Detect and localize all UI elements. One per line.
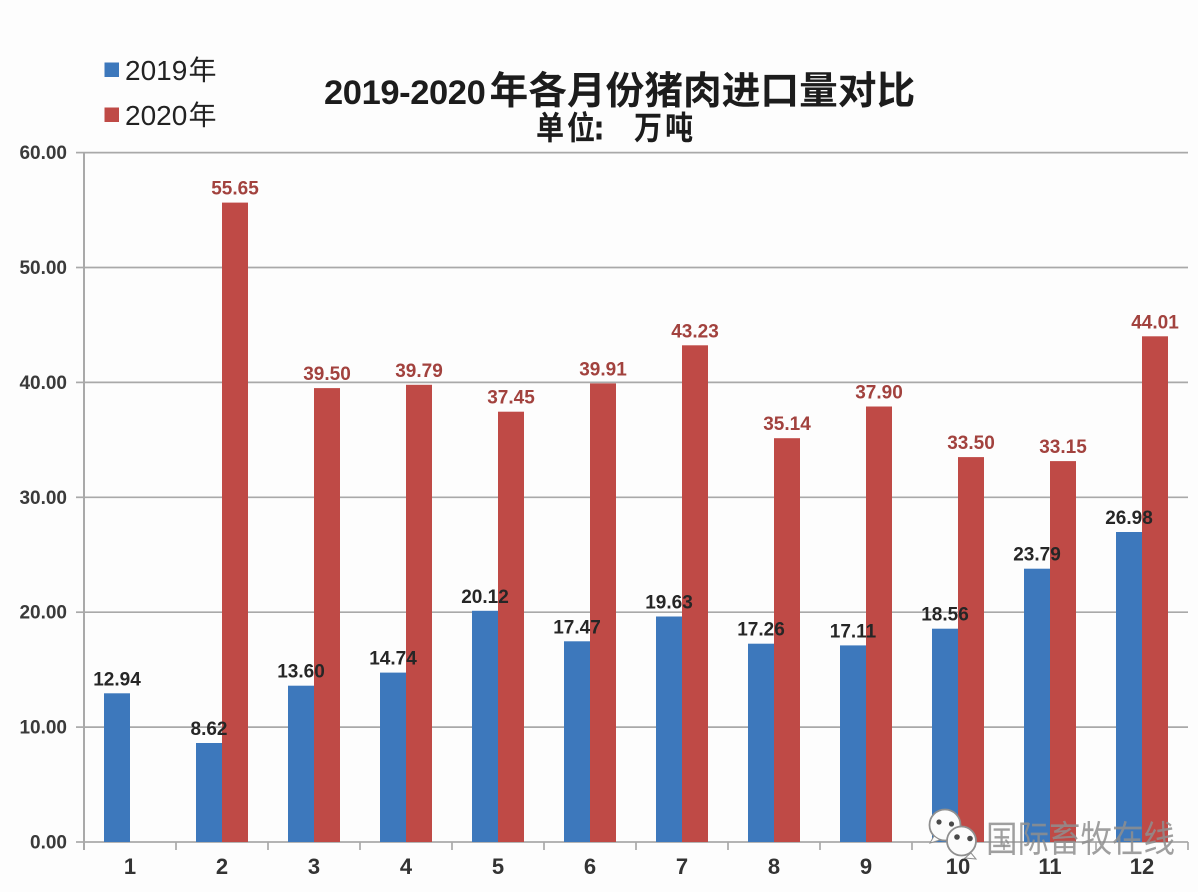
svg-text:20.00: 20.00: [19, 603, 67, 624]
svg-text:30.00: 30.00: [19, 488, 67, 509]
svg-text:44.01: 44.01: [1131, 312, 1179, 333]
svg-text:10.00: 10.00: [19, 718, 67, 739]
svg-text:2019: 2019: [125, 55, 187, 86]
svg-text:2020: 2020: [125, 100, 187, 131]
svg-text:5: 5: [492, 854, 504, 879]
svg-text:50.00: 50.00: [19, 258, 67, 279]
svg-text:39.91: 39.91: [579, 359, 627, 380]
svg-text:33.50: 33.50: [947, 433, 995, 454]
svg-text:12.94: 12.94: [93, 669, 141, 690]
svg-text:11: 11: [1038, 854, 1061, 879]
svg-text:2019-2020: 2019-2020: [324, 74, 485, 112]
svg-text:19.63: 19.63: [645, 593, 693, 614]
svg-text:17.26: 17.26: [737, 620, 785, 641]
svg-text:8: 8: [768, 854, 780, 879]
svg-text:12: 12: [1130, 854, 1154, 879]
svg-text:17.47: 17.47: [553, 617, 601, 638]
svg-text:2: 2: [216, 854, 228, 879]
svg-text:37.90: 37.90: [855, 383, 903, 404]
svg-text:17.11: 17.11: [830, 621, 877, 642]
svg-text:23.79: 23.79: [1013, 545, 1061, 566]
svg-text:1: 1: [124, 854, 136, 879]
svg-text:60.00: 60.00: [19, 143, 67, 164]
svg-text:33.15: 33.15: [1039, 437, 1087, 458]
svg-text:39.79: 39.79: [395, 361, 443, 382]
svg-text:26.98: 26.98: [1105, 508, 1153, 529]
svg-text:40.00: 40.00: [19, 373, 67, 394]
svg-text:14.74: 14.74: [369, 649, 417, 670]
svg-text:8.62: 8.62: [191, 719, 228, 740]
svg-text:3: 3: [308, 854, 320, 879]
svg-text:0.00: 0.00: [30, 833, 67, 854]
svg-text:37.45: 37.45: [487, 388, 535, 409]
svg-text:20.12: 20.12: [461, 587, 509, 608]
svg-text:43.23: 43.23: [671, 321, 719, 342]
svg-text:39.50: 39.50: [303, 364, 351, 385]
svg-text:35.14: 35.14: [763, 414, 811, 435]
svg-text:13.60: 13.60: [277, 662, 325, 683]
svg-text:7: 7: [676, 854, 688, 879]
svg-text:6: 6: [584, 854, 596, 879]
svg-text:18.56: 18.56: [921, 605, 969, 626]
svg-text:4: 4: [400, 854, 413, 879]
svg-text:9: 9: [860, 854, 872, 879]
svg-text:55.65: 55.65: [211, 179, 259, 200]
